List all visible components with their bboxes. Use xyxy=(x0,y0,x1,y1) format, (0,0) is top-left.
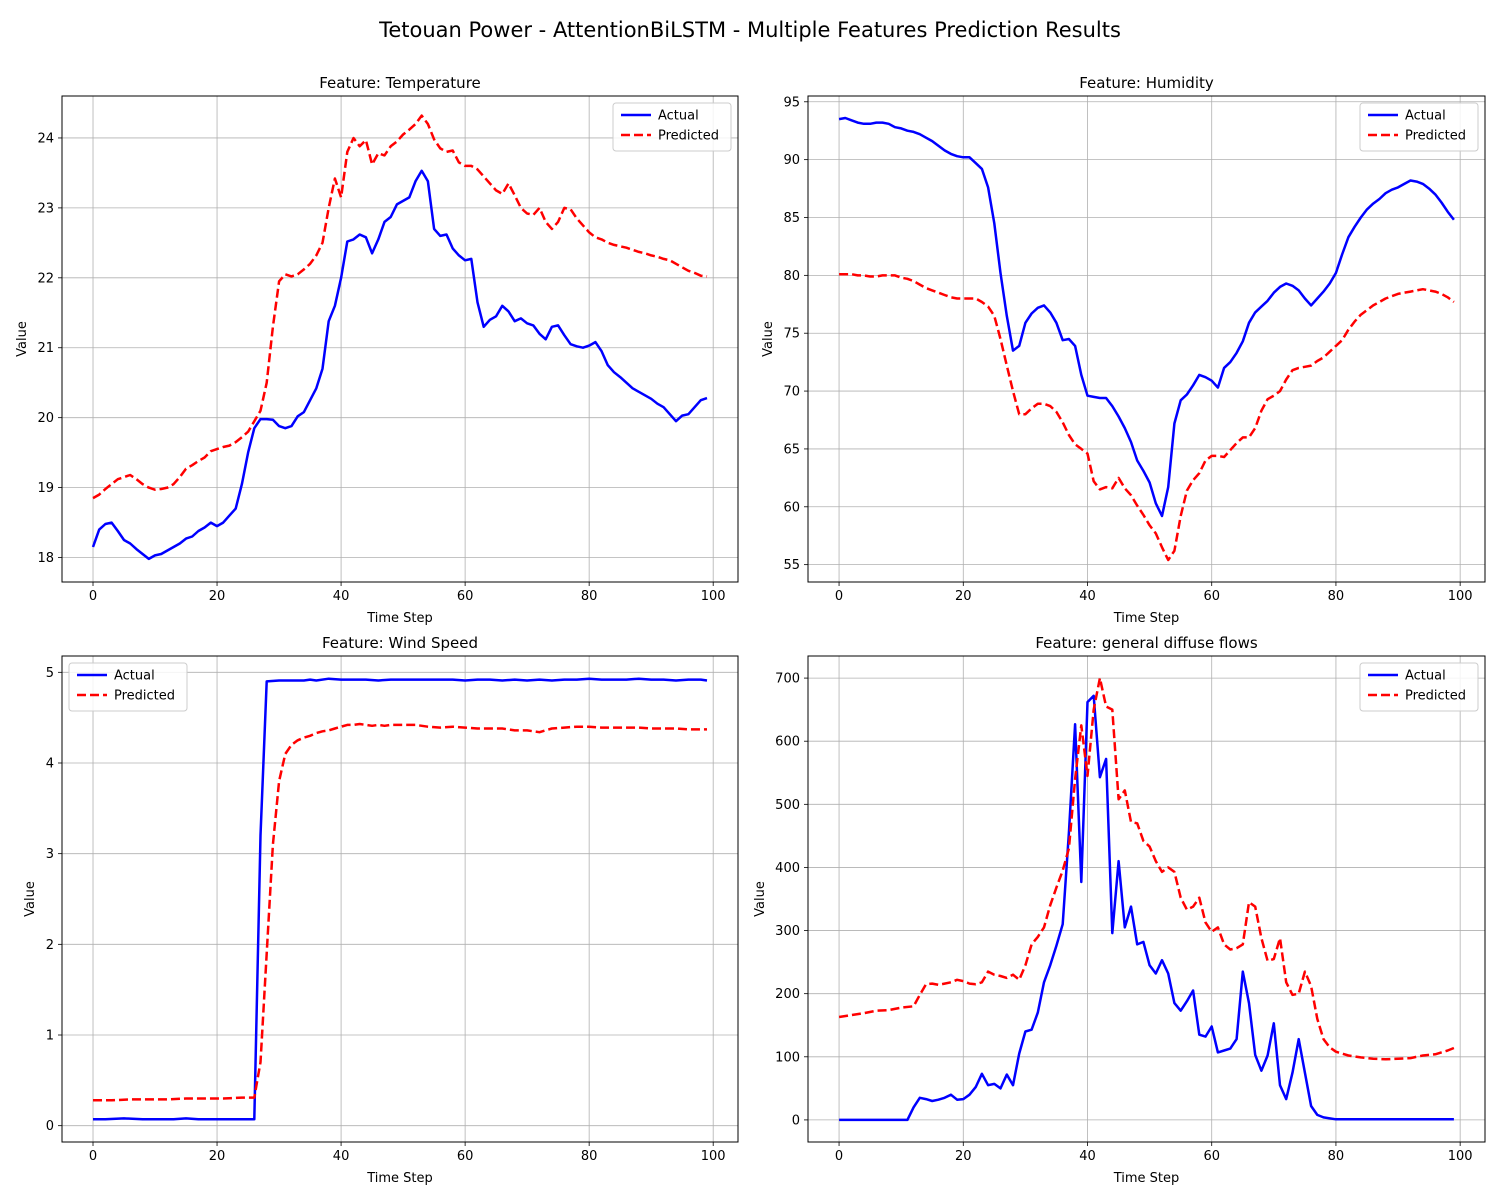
x-tick-label: 60 xyxy=(457,1149,474,1164)
x-tick-label: 0 xyxy=(835,1149,843,1164)
series-line-actual xyxy=(839,694,1454,1122)
x-tick-label: 20 xyxy=(209,589,226,604)
legend-label-actual: Actual xyxy=(114,669,155,684)
subplot-title: Feature: general diffuse flows xyxy=(1035,634,1258,652)
y-tick-label: 20 xyxy=(37,411,54,426)
y-tick-label: 100 xyxy=(775,1050,800,1065)
series-line-predicted xyxy=(93,722,707,1102)
x-tick-label: 40 xyxy=(333,589,350,604)
y-tick-label: 55 xyxy=(783,558,800,573)
series-line-actual xyxy=(91,169,708,561)
x-tick-label: 80 xyxy=(581,1149,598,1164)
x-tick-label: 0 xyxy=(835,589,843,604)
x-tick-label: 100 xyxy=(701,589,726,604)
figure-title: Tetouan Power - AttentionBiLSTM - Multip… xyxy=(379,18,1121,42)
y-tick-label: 24 xyxy=(37,131,54,146)
x-tick-label: 0 xyxy=(89,1149,97,1164)
axes-frame xyxy=(61,655,739,1143)
y-tick-label: 700 xyxy=(775,672,800,687)
y-tick-label: 90 xyxy=(783,153,800,168)
y-tick-label: 600 xyxy=(775,735,800,750)
y-tick-label: 95 xyxy=(783,95,800,110)
subplot-3: 0 20 40 60 80 100 0 1 2 3 4 5 Feature: Wind Speed Tim… xyxy=(23,634,739,1186)
subplot-2: 0 20 40 60 80 100 55 60 65 70 75 80 85 90 95 Feature: H… xyxy=(761,74,1486,626)
y-tick-label: 65 xyxy=(783,442,800,457)
legend-label-actual: Actual xyxy=(658,109,699,124)
y-axis-label: Value xyxy=(761,321,776,357)
series-line-predicted xyxy=(838,676,1455,1061)
y-tick-label: 1 xyxy=(46,1029,54,1044)
y-tick-label: 200 xyxy=(775,987,800,1002)
y-tick-label: 21 xyxy=(37,341,54,356)
x-tick-label: 100 xyxy=(1448,589,1473,604)
x-axis-label: Time Step xyxy=(1113,611,1180,626)
x-tick-label: 80 xyxy=(1328,1149,1345,1164)
subplot-1: 0 20 40 60 80 100 18 19 20 21 22 23 24 Feature: Tempe… xyxy=(15,74,739,626)
y-tick-label: 500 xyxy=(775,798,800,813)
x-axis-label: Time Step xyxy=(366,1171,433,1186)
series-line-predicted xyxy=(92,114,708,500)
y-tick-label: 60 xyxy=(783,500,800,515)
x-tick-label: 80 xyxy=(1328,589,1345,604)
y-tick-label: 23 xyxy=(37,201,54,216)
x-tick-label: 60 xyxy=(1203,589,1220,604)
x-tick-label: 40 xyxy=(1079,1149,1096,1164)
y-axis-label: Value xyxy=(753,881,768,917)
legend-label-predicted: Predicted xyxy=(1405,689,1466,704)
y-tick-label: 0 xyxy=(792,1113,800,1128)
y-tick-label: 4 xyxy=(46,756,54,771)
series-line-predicted xyxy=(839,272,1455,562)
y-tick-label: 85 xyxy=(783,211,800,226)
y-tick-label: 0 xyxy=(46,1119,54,1134)
series-line-actual xyxy=(93,677,708,1121)
y-tick-label: 2 xyxy=(46,938,54,953)
legend: Actual Predicted xyxy=(68,662,188,712)
legend-label-predicted: Predicted xyxy=(658,129,719,144)
y-tick-label: 300 xyxy=(775,924,800,939)
x-tick-label: 40 xyxy=(1079,589,1096,604)
x-tick-label: 20 xyxy=(955,589,972,604)
y-tick-label: 75 xyxy=(783,327,800,342)
legend-label-predicted: Predicted xyxy=(114,689,175,704)
x-tick-label: 0 xyxy=(89,589,97,604)
subplot-title: Feature: Wind Speed xyxy=(322,634,478,652)
y-tick-label: 70 xyxy=(783,385,800,400)
subplot-4: 0 20 40 60 80 100 0 100 200 300 400 500 600 700 Featur… xyxy=(753,634,1486,1186)
subplot-title: Feature: Temperature xyxy=(319,74,481,92)
axes-frame xyxy=(61,95,739,583)
axes-frame xyxy=(807,95,1486,583)
y-tick-label: 19 xyxy=(37,481,54,496)
x-tick-label: 20 xyxy=(209,1149,226,1164)
y-axis-label: Value xyxy=(23,881,38,917)
x-tick-label: 100 xyxy=(1448,1149,1473,1164)
x-axis-label: Time Step xyxy=(1113,1171,1180,1186)
x-tick-label: 60 xyxy=(457,589,474,604)
axes-frame xyxy=(807,655,1486,1143)
y-tick-label: 18 xyxy=(37,551,54,566)
x-tick-label: 20 xyxy=(955,1149,972,1164)
y-axis-label: Value xyxy=(15,321,30,357)
x-tick-label: 60 xyxy=(1203,1149,1220,1164)
x-tick-label: 100 xyxy=(701,1149,726,1164)
x-axis-label: Time Step xyxy=(366,611,433,626)
subplot-title: Feature: Humidity xyxy=(1079,74,1214,92)
legend: Actual Predicted xyxy=(1359,662,1479,712)
y-tick-label: 22 xyxy=(37,271,54,286)
x-tick-label: 40 xyxy=(333,1149,350,1164)
legend: Actual Predicted xyxy=(612,102,732,152)
y-tick-label: 80 xyxy=(783,269,800,284)
legend-label-actual: Actual xyxy=(1405,109,1446,124)
legend-label-actual: Actual xyxy=(1405,669,1446,684)
x-tick-label: 80 xyxy=(581,589,598,604)
series-line-actual xyxy=(838,116,1455,518)
legend: Actual Predicted xyxy=(1359,102,1479,152)
y-tick-label: 3 xyxy=(46,847,54,862)
y-tick-label: 5 xyxy=(46,666,54,681)
legend-label-predicted: Predicted xyxy=(1405,129,1466,144)
y-tick-label: 400 xyxy=(775,861,800,876)
